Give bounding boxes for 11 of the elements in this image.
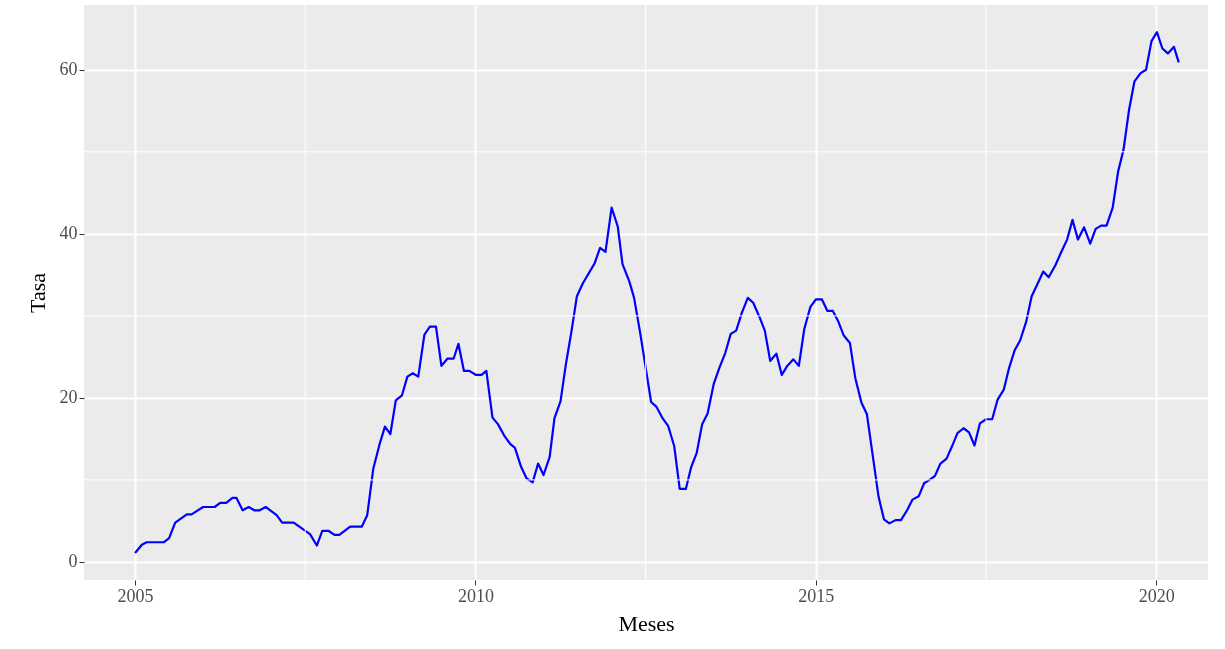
x-tick-label: 2005: [117, 585, 154, 606]
y-tick-label: 40: [59, 223, 78, 244]
line-series: [133, 30, 1180, 555]
x-axis-title: Meses: [618, 610, 675, 636]
y-tick-label: 60: [59, 59, 78, 80]
x-tick-label: 2010: [457, 585, 494, 606]
y-tick-label: 0: [68, 551, 78, 572]
y-tick-label: 20: [59, 387, 78, 408]
y-axis-title: Tasa: [24, 272, 50, 313]
x-tick-label: 2015: [798, 585, 835, 606]
x-tick-label: 2020: [1138, 585, 1175, 606]
